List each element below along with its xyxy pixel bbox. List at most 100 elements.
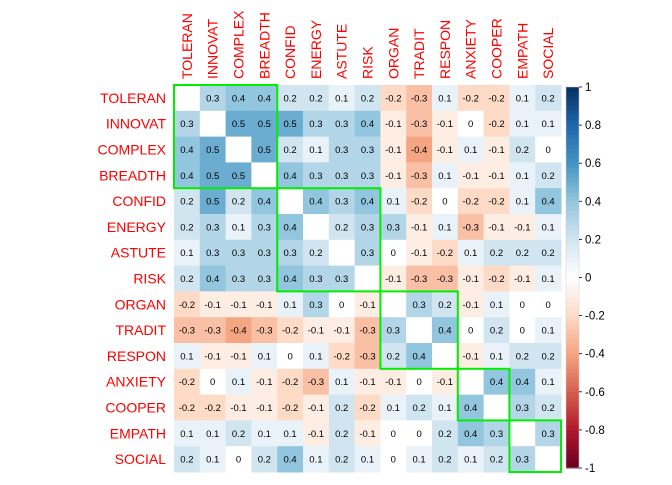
heatmap-cell (483, 239, 510, 267)
cell-value-label: 0.3 (180, 119, 193, 130)
colorbar-segment (566, 163, 579, 169)
cell-value-label: -0.1 (411, 222, 427, 233)
cell-value-label: 0.5 (232, 171, 245, 182)
cell-value-label: 0.1 (541, 119, 554, 130)
colorbar-segment (566, 334, 579, 341)
heatmap-value-labels: 0.3 0.4 0.4 0.2 0.2 0.1 0.2 -0.2 -0.3 0.1 -0.2 -0.2… (179, 93, 555, 465)
colorbar-segment (566, 96, 579, 102)
cell-value-label: -0.3 (359, 326, 375, 337)
colorbar-segment (566, 229, 579, 236)
cell-value-label: 0 (210, 377, 215, 388)
cell-value-label: -0.1 (230, 351, 246, 362)
heatmap-cell (277, 317, 304, 344)
colorbar-segment (566, 463, 579, 469)
heatmap-cell (380, 343, 407, 370)
colorbar-segment (566, 177, 579, 183)
cell-value-label: -0.1 (385, 377, 401, 388)
cell-value-label: 0.1 (438, 171, 451, 182)
cell-value-label: -0.1 (385, 274, 401, 285)
cell-value-label: 0.1 (412, 455, 425, 466)
colorbar-segment (566, 453, 579, 460)
colorbar-segment (566, 329, 579, 336)
cell-value-label: 0 (468, 119, 473, 130)
cell-value-label: -0.2 (437, 248, 453, 259)
heatmap-cell (328, 239, 356, 267)
cell-value-label: -0.1 (385, 119, 401, 130)
colorbar-segment (566, 206, 579, 212)
heatmap-cell (199, 239, 227, 267)
heatmap-cell (483, 394, 510, 421)
cell-value-label: 0.4 (258, 197, 271, 208)
heatmap-cell (251, 136, 278, 163)
heatmap-cell (303, 446, 330, 473)
cell-value-label: -0.1 (437, 119, 453, 130)
heatmap-cell (483, 162, 510, 189)
cell-value-label: 0.2 (516, 145, 529, 156)
cell-value-label: -0.1 (205, 300, 221, 311)
heatmap-cell (432, 343, 459, 370)
cell-value-label: -0.1 (256, 377, 272, 388)
heatmap-cell (251, 420, 278, 447)
colorbar-segment (566, 134, 579, 140)
heatmap-cell (328, 291, 356, 318)
heatmap-cell (509, 136, 536, 163)
heatmap-cell (509, 394, 536, 421)
colorbar-segment (566, 158, 579, 164)
colorbar-segment (566, 191, 579, 198)
cluster-box (173, 84, 279, 190)
heatmap-cell (380, 136, 407, 163)
cell-value-label: 0.1 (283, 300, 296, 311)
heatmap-cell (328, 265, 356, 292)
row-label: TOLERAN (100, 90, 166, 106)
heatmap-cell (303, 420, 330, 447)
heatmap-cell (380, 214, 407, 241)
cell-value-label: -0.3 (437, 274, 453, 285)
heatmap-cell (303, 265, 330, 292)
heatmap-cell (277, 394, 304, 421)
heatmap-cell (174, 446, 201, 473)
heatmap-cell (225, 394, 252, 421)
heatmap-cell (303, 239, 330, 267)
heatmap-cell (457, 110, 485, 138)
cell-value-label: 0.1 (541, 274, 554, 285)
cell-value-label: 0.3 (335, 197, 348, 208)
heatmap-cell (406, 446, 433, 473)
column-label: INNOVAT (205, 18, 221, 79)
heatmap-cell (380, 265, 407, 292)
cell-value-label: -0.1 (230, 300, 246, 311)
heatmap-cell (457, 265, 485, 292)
heatmap-cell (225, 85, 252, 112)
heatmap-cell (432, 188, 459, 215)
cell-value-label: 0.2 (438, 300, 451, 311)
cell-value-label: -0.3 (256, 326, 272, 337)
heatmap-cell (174, 317, 201, 344)
color-legend: 1 0.8 0.6 0.4 0.2 0 -0.2 -0.4 -0.6 -0.8 -1 (565, 82, 605, 475)
cell-value-label: -0.3 (308, 377, 324, 388)
heatmap-cell (432, 162, 459, 189)
colorbar-segment (566, 339, 579, 345)
colorbar-segment (566, 353, 579, 360)
colorbar-tick-label: -1 (585, 463, 595, 475)
cell-value-label: 0.1 (516, 93, 529, 104)
heatmap-cell (225, 239, 252, 267)
heatmap-cell (535, 162, 562, 189)
cell-value-label: 0.4 (516, 377, 529, 388)
colorbar-segment (566, 215, 579, 221)
colorbar-segment (566, 248, 579, 255)
cell-value-label: -0.2 (179, 300, 195, 311)
heatmap-cell (251, 446, 278, 473)
heatmap-cell (457, 317, 485, 344)
colorbar-segment (566, 396, 579, 402)
heatmap-cell (509, 317, 536, 344)
cell-value-label: -0.2 (179, 377, 195, 388)
colorbar-tick-label: 1 (585, 82, 591, 94)
cell-value-label: -0.1 (359, 300, 375, 311)
heatmap-cell (328, 110, 356, 138)
cell-value-label: 0.2 (180, 274, 193, 285)
heatmap-cell (199, 136, 227, 163)
colorbar-tick-label: -0.2 (585, 311, 605, 323)
cell-value-label: 0.4 (180, 171, 193, 182)
colorbar-tick-label: 0.6 (585, 158, 601, 170)
heatmap-cell (174, 291, 201, 318)
heatmap-cell (225, 446, 252, 473)
